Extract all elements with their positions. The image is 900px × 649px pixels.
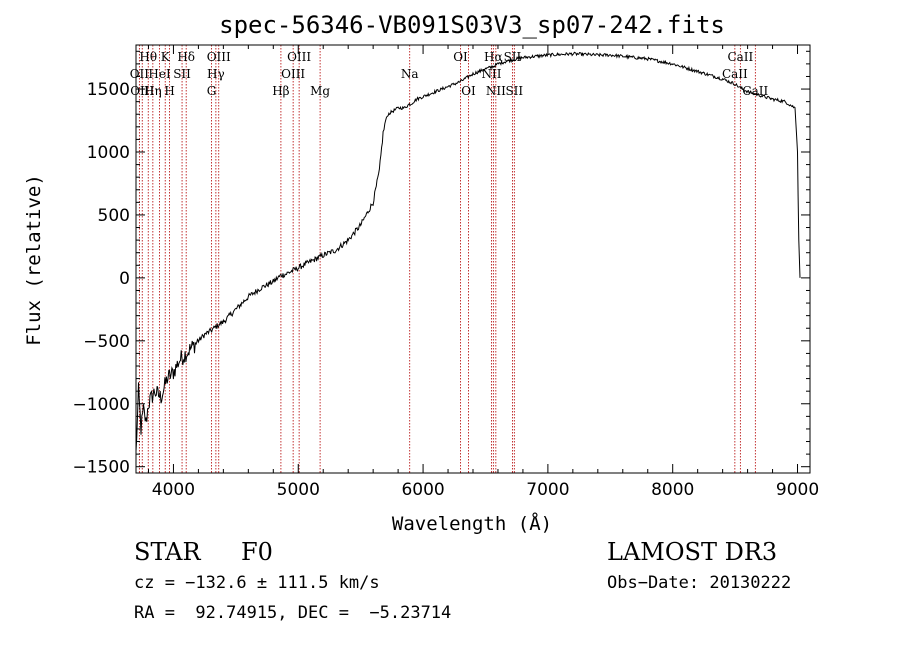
x-tick-label: 4000	[152, 480, 195, 500]
x-tick-label: 7000	[526, 480, 569, 500]
spectral-line-label: K	[161, 50, 171, 64]
spectral-line-label: SII	[505, 84, 523, 98]
coordinates-readout: RA = 92.74915, DEC = −5.23714	[134, 603, 452, 623]
object-subclass: F0	[241, 538, 273, 566]
spectral-line-label: CaII	[727, 50, 753, 64]
spectral-line-label: OII	[130, 67, 150, 81]
y-axis-label: Flux (relative)	[23, 174, 45, 346]
spectral-line-label: SII	[173, 67, 191, 81]
chart-title: spec-56346-VB091S03V3_sp07-242.fits	[219, 11, 725, 39]
spectral-line-label: OIII	[207, 50, 231, 64]
x-tick-label: 9000	[776, 480, 819, 500]
spectral-line-label: G	[207, 84, 217, 98]
y-tick-label: 0	[119, 269, 130, 289]
spectral-line-label: OI	[461, 84, 476, 98]
spectral-line-label: Hβ	[272, 84, 289, 98]
y-tick-label: 1500	[87, 80, 130, 100]
x-tick-label: 8000	[651, 480, 694, 500]
redshift-readout: cz = −132.6 ± 111.5 km/s	[134, 573, 380, 593]
survey-name: LAMOST DR3	[607, 538, 778, 566]
x-axis-label: Wavelength (Å)	[392, 512, 552, 535]
y-tick-label: −500	[83, 332, 130, 352]
spectral-line-label: CaII	[722, 67, 748, 81]
y-tick-label: −1000	[72, 395, 130, 415]
spectral-line-label: Hα	[484, 50, 503, 64]
spectral-line-label: OIII	[287, 50, 311, 64]
x-tick-label: 5000	[277, 480, 320, 500]
spectral-line-label: NII	[486, 84, 506, 98]
spectral-line-label: HeI	[148, 67, 171, 81]
spectral-line-label: CaII	[742, 84, 768, 98]
y-tick-label: 1000	[87, 143, 130, 163]
x-axis: 4000 5000 6000 7000 8000 9000	[147, 45, 819, 500]
spectrum-line	[135, 51, 801, 452]
spectral-line-label: Hγ	[207, 67, 225, 81]
spectral-line-label: Hδ	[177, 50, 195, 64]
spectral-line-label: Mg	[310, 84, 330, 98]
y-tick-label: −1500	[72, 458, 130, 478]
spectral-line-label: Hη	[144, 84, 162, 98]
spectral-line-label: Hθ	[139, 50, 157, 64]
x-tick-label: 6000	[401, 480, 444, 500]
spectral-line-markers	[138, 45, 756, 473]
spectral-line-label: OI	[453, 50, 468, 64]
spectral-line-label: OIII	[281, 67, 305, 81]
spectral-line-label: Na	[401, 67, 419, 81]
spectral-line-label: H	[164, 84, 174, 98]
spectral-line-label: NII	[481, 67, 501, 81]
plot-frame	[135, 44, 811, 474]
y-axis: −1500 −1000 −500 0 500 1000 1500	[72, 50, 810, 478]
y-tick-label: 500	[98, 206, 130, 226]
spectral-line-label: SII	[504, 50, 522, 64]
spectral-line-label: OIII	[130, 84, 154, 98]
observation-date: Obs−Date: 20130222	[607, 573, 792, 593]
object-class: STAR	[134, 538, 201, 566]
